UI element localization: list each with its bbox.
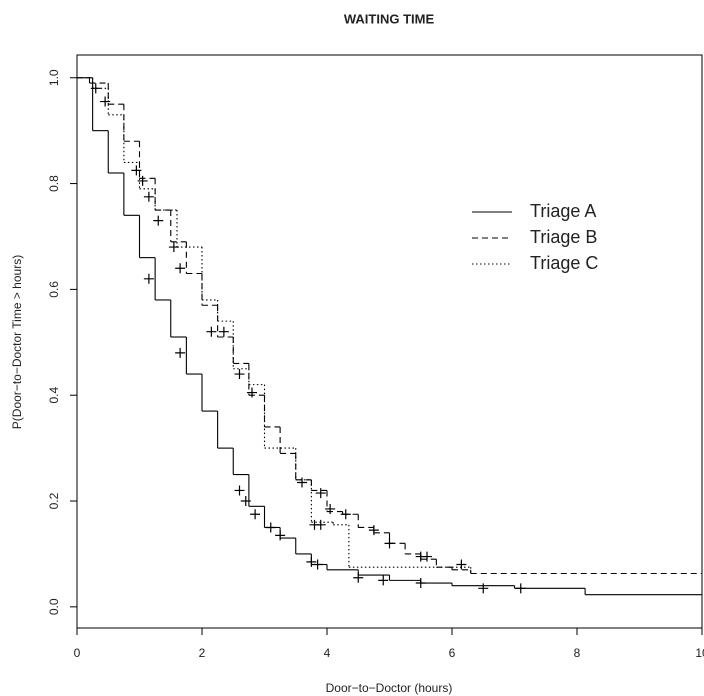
- censor-mark: [240, 496, 251, 507]
- censor-mark: [90, 83, 101, 94]
- y-tick-label: 0.8: [47, 175, 61, 192]
- y-tick-label: 0.6: [47, 281, 61, 298]
- censor-mark: [384, 538, 395, 549]
- censor-mark: [265, 522, 276, 533]
- censor-mark: [368, 525, 379, 536]
- censor-mark: [422, 551, 432, 562]
- censor-mark: [353, 572, 364, 583]
- x-tick-label: 8: [574, 646, 581, 660]
- y-tick-label: 1.0: [47, 69, 61, 86]
- chart-title: WAITING TIME: [344, 11, 435, 26]
- legend-label: Triage B: [530, 227, 597, 247]
- censor-mark: [415, 578, 426, 589]
- censor-mark: [247, 387, 257, 398]
- censor-mark: [143, 191, 154, 202]
- y-tick-label: 0.4: [47, 387, 61, 404]
- censor-mark: [137, 175, 148, 186]
- censor-mark: [312, 559, 323, 570]
- censor-mark: [131, 165, 142, 176]
- plot-frame: [76, 54, 703, 629]
- censor-mark: [250, 509, 261, 520]
- y-tick-label: 0.0: [47, 598, 61, 615]
- x-tick-label: 4: [324, 646, 331, 660]
- censor-mark: [218, 326, 229, 337]
- censor-mark: [340, 509, 351, 520]
- censor-mark: [297, 477, 307, 488]
- censor-mark: [175, 263, 186, 274]
- censor-mark: [515, 583, 526, 594]
- censor-mark: [153, 215, 164, 226]
- censor-mark: [234, 369, 245, 380]
- censor-mark: [206, 326, 217, 337]
- censor-mark: [234, 485, 245, 496]
- censor-mark: [378, 575, 389, 586]
- x-tick-label: 10: [695, 646, 704, 660]
- x-axis-label: Door−to−Doctor (hours): [326, 681, 453, 695]
- x-tick-label: 0: [74, 646, 81, 660]
- legend-label: Triage A: [530, 201, 596, 221]
- censor-mark: [275, 530, 286, 541]
- x-tick-label: 2: [199, 646, 206, 660]
- censor-mark: [175, 347, 186, 358]
- x-tick-label: 6: [449, 646, 456, 660]
- censor-mark: [325, 503, 336, 514]
- censor-mark: [456, 559, 467, 570]
- y-tick-label: 0.2: [47, 492, 61, 509]
- censor-mark: [478, 583, 489, 594]
- censor-mark: [306, 556, 317, 567]
- censor-mark: [315, 488, 326, 499]
- y-axis-label: P(Door−to−Doctor Time > hours): [10, 255, 24, 429]
- legend-label: Triage C: [530, 253, 598, 273]
- censor-mark: [143, 273, 154, 284]
- censor-mark: [315, 519, 326, 530]
